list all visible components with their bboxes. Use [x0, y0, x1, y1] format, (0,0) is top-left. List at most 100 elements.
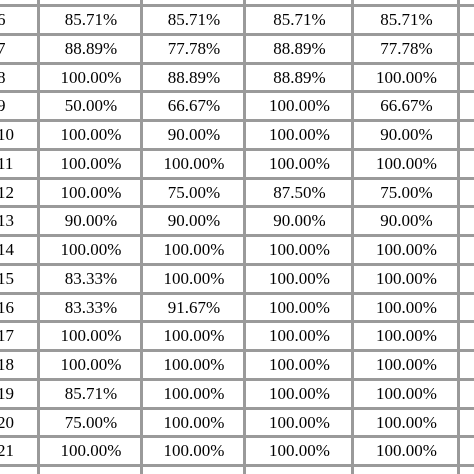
table-cell: 100.00% [163, 383, 225, 403]
row-border [0, 119, 474, 122]
row-border [0, 4, 474, 7]
row-border [0, 234, 474, 237]
table-cell: 100.00% [269, 240, 330, 259]
row-border [0, 377, 474, 381]
table-cell: 100.00% [376, 67, 437, 87]
table-cell: 100.00% [60, 441, 122, 461]
row-border [0, 147, 474, 151]
table-cell: 88.89% [64, 38, 118, 58]
table-cell: 66.67% [380, 96, 433, 116]
row-label: 10 [0, 125, 14, 144]
table-cell: 100.00% [269, 153, 330, 173]
column-border [37, 0, 40, 474]
table-cell: 100.00% [376, 383, 437, 403]
row-border [0, 90, 474, 94]
table-cell: 100.00% [269, 383, 330, 403]
row-border [0, 176, 474, 180]
table-cell: 85.71% [380, 10, 433, 29]
row-border [0, 349, 474, 352]
row-label: 19 [0, 383, 14, 403]
row-label: 11 [0, 153, 14, 173]
table-cell: 90.00% [167, 125, 221, 144]
row-border [0, 435, 474, 439]
table-cell: 100.00% [376, 240, 437, 259]
table-cell: 100.00% [163, 268, 225, 288]
table-cell: 90.00% [380, 211, 433, 231]
table-cell: 90.00% [380, 125, 433, 144]
table-cell: 100.00% [376, 268, 437, 288]
table-cell: 90.00% [273, 211, 326, 231]
row-border [0, 291, 474, 295]
table-cell: 100.00% [60, 125, 122, 144]
table-cell: 87.50% [273, 182, 326, 202]
row-border [0, 32, 474, 36]
table-cell: 100.00% [376, 441, 437, 461]
table-cell: 100.00% [163, 355, 225, 374]
row-label: 15 [0, 268, 14, 288]
table-cell: 100.00% [163, 326, 225, 346]
row-border [0, 262, 474, 266]
table-cell: 77.78% [167, 38, 221, 58]
row-label: 9 [0, 96, 6, 116]
column-border [351, 0, 354, 474]
table-cell: 100.00% [376, 326, 437, 346]
row-border [0, 320, 474, 324]
row-label: 18 [0, 355, 14, 374]
row-label: 21 [0, 441, 14, 461]
table-cell: 100.00% [60, 355, 122, 374]
row-border [0, 464, 474, 467]
table-cell: 100.00% [269, 96, 330, 116]
table-cell: 100.00% [60, 67, 122, 87]
row-border [0, 205, 474, 209]
row-border [0, 61, 474, 65]
table-cell: 88.89% [273, 38, 326, 58]
table-cell: 100.00% [60, 240, 122, 259]
row-label: 17 [0, 326, 14, 346]
table-cell: 100.00% [269, 441, 330, 461]
table-cell: 100.00% [163, 153, 225, 173]
table-cell: 66.67% [167, 96, 221, 116]
table-cell: 100.00% [60, 153, 122, 173]
row-label: 20 [0, 412, 14, 432]
row-label: 7 [0, 38, 6, 58]
table-cell: 77.78% [380, 38, 433, 58]
table-cell: 100.00% [269, 268, 330, 288]
table-cell: 100.00% [269, 326, 330, 346]
table-cell: 100.00% [269, 297, 330, 317]
table-cell: 83.33% [64, 268, 118, 288]
table-cell: 75.00% [380, 182, 433, 202]
row-label: 12 [0, 182, 14, 202]
table-cell: 100.00% [163, 441, 225, 461]
table-cell: 85.71% [167, 10, 221, 29]
table-cell: 100.00% [376, 153, 437, 173]
table-cell: 100.00% [269, 412, 330, 432]
row-label: 16 [0, 297, 14, 317]
row-border [0, 406, 474, 410]
table-cell: 88.89% [273, 67, 326, 87]
table-cell: 85.71% [64, 10, 118, 29]
table-cell: 91.67% [167, 297, 221, 317]
column-border [457, 0, 460, 474]
table-cell: 100.00% [163, 412, 225, 432]
table-cell: 75.00% [167, 182, 221, 202]
table-cell: 85.71% [64, 383, 118, 403]
row-label: 13 [0, 211, 14, 231]
table-cell: 100.00% [163, 240, 225, 259]
table-cell: 85.71% [273, 10, 326, 29]
table-cell: 50.00% [64, 96, 118, 116]
table-cell: 88.89% [167, 67, 221, 87]
table-cell: 100.00% [60, 182, 122, 202]
row-label: 6 [0, 10, 6, 29]
table-cell: 90.00% [167, 211, 221, 231]
table-cell: 90.00% [64, 211, 118, 231]
table-cell: 100.00% [269, 125, 330, 144]
row-label: 8 [0, 67, 6, 87]
table-cell: 75.00% [64, 412, 118, 432]
table-cell: 100.00% [376, 297, 437, 317]
table-cell: 100.00% [376, 355, 437, 374]
table-cell: 83.33% [64, 297, 118, 317]
table-cell: 100.00% [60, 326, 122, 346]
column-border [140, 0, 143, 474]
row-label: 14 [0, 240, 14, 259]
